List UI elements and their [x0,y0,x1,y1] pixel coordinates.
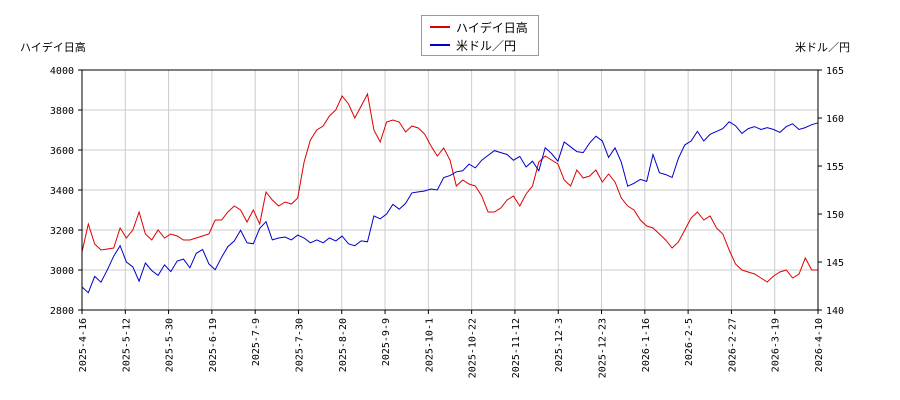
right-tick-label: 145 [826,258,844,269]
x-tick-label: 2026-2-5 [684,318,695,366]
x-tick-label: 2025-10-22 [468,318,479,378]
series-line-hidey [81,92,818,283]
legend-swatch-blue [430,44,450,46]
x-tick-label: 2025-5-12 [121,318,132,372]
right-tick-label: 150 [826,210,844,221]
series-layer [81,92,819,294]
x-tick-label: 2025-7-9 [251,318,262,366]
x-tick-label: 2025-4-16 [78,318,89,372]
legend: ハイデイ日高 米ドル／円 [421,15,539,56]
left-tick-label: 3600 [50,146,74,157]
x-tick-label: 2026-1-16 [641,318,652,372]
x-tick-label: 2026-2-27 [727,318,738,372]
left-tick-label: 4000 [50,66,74,77]
plot-frame [81,69,819,311]
right-tick-label: 140 [826,306,844,317]
legend-label-hidey: ハイデイ日高 [456,20,528,35]
x-tick-label: 2025-10-1 [424,318,435,372]
x-tick-label: 2025-11-12 [511,318,522,378]
tick-layer: 2800 3000 3200 3400 3600 3800 4000 140 145 150 155… [50,66,844,378]
right-tick-label: 165 [826,66,844,77]
grid-layer [81,69,819,311]
legend-item-usdjpy: 米ドル／円 [430,36,516,54]
left-tick-label: 3200 [50,226,74,237]
left-axis-label: ハイデイ日高 [20,41,86,54]
x-tick-label: 2025-12-3 [554,318,565,372]
series-line-usdjpy [81,121,819,294]
x-tick-label: 2026-3-19 [771,318,782,372]
right-axis-label: 米ドル／円 [795,41,850,54]
left-tick-label: 3800 [50,106,74,117]
x-tick-label: 2025-7-30 [294,318,305,372]
right-tick-label: 160 [826,114,844,125]
left-tick-label: 3400 [50,186,74,197]
right-tick-label: 155 [826,162,844,173]
x-tick-label: 2025-9-9 [381,318,392,366]
x-tick-label: 2025-5-30 [165,318,176,372]
x-tick-label: 2025-6-19 [208,318,219,372]
legend-label-usdjpy: 米ドル／円 [456,38,517,53]
x-tick-label: 2025-8-20 [338,318,349,372]
legend-item-hidey: ハイデイ日高 [430,18,528,36]
left-tick-label: 3000 [50,266,74,277]
x-tick-label: 2026-4-10 [814,318,825,372]
x-tick-label: 2025-12-23 [598,318,609,378]
left-tick-label: 2800 [50,306,74,317]
legend-swatch-red [430,26,450,28]
